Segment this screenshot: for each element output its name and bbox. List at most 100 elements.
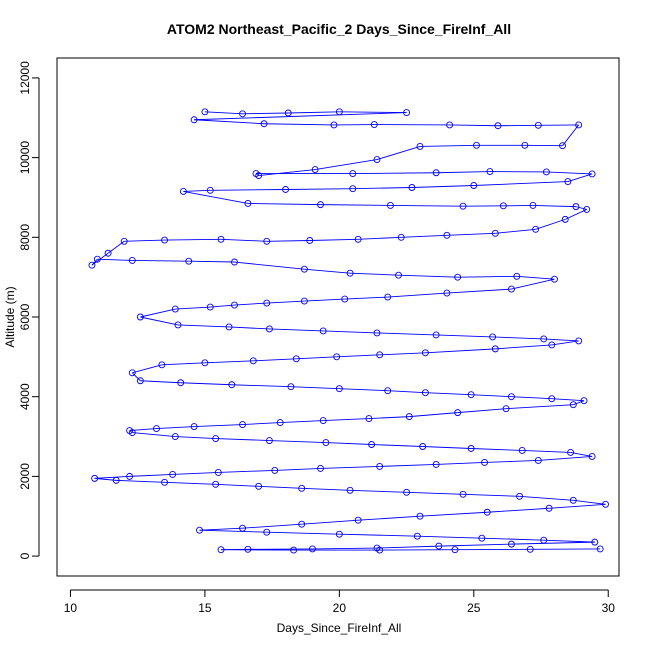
series-segment — [565, 209, 587, 220]
data-point — [212, 480, 220, 488]
data-point — [88, 261, 96, 269]
y-tick-label: 0 — [18, 552, 32, 559]
data-point — [376, 462, 384, 470]
x-tick-label: 15 — [198, 601, 212, 615]
series-segment — [164, 238, 222, 241]
series-segment — [376, 146, 421, 161]
data-point — [403, 488, 411, 496]
data-point — [489, 333, 497, 341]
data-point — [136, 313, 144, 321]
series-segment — [180, 382, 232, 386]
data-point — [217, 235, 225, 243]
data-point — [287, 383, 295, 391]
series-segment — [242, 112, 289, 115]
series-segment — [320, 204, 391, 206]
data-point — [376, 546, 384, 554]
data-point — [454, 409, 462, 417]
data-point — [405, 413, 413, 421]
data-point — [569, 401, 577, 409]
data-point — [446, 121, 454, 129]
series-segment — [296, 356, 337, 360]
data-point — [376, 351, 384, 359]
data-point — [583, 205, 591, 213]
data-point — [169, 470, 177, 478]
series-segment — [401, 234, 447, 238]
series-segment — [350, 272, 399, 276]
series-segment — [210, 189, 286, 191]
series-segment — [417, 535, 482, 539]
data-point — [271, 466, 279, 474]
data-point — [354, 235, 362, 243]
series-segment — [419, 511, 488, 517]
series-segment — [457, 275, 517, 278]
data-point — [491, 345, 499, 353]
series-segment — [350, 489, 407, 493]
data-point — [284, 109, 292, 117]
data-point — [201, 359, 209, 367]
series-segment — [161, 362, 205, 366]
data-point — [319, 417, 327, 425]
series-segment — [156, 426, 195, 430]
series-segment — [519, 495, 574, 501]
x-tick-label: 25 — [467, 601, 481, 615]
series-segment — [264, 123, 334, 126]
data-point — [354, 516, 362, 524]
data-point — [416, 512, 424, 520]
data-point — [596, 545, 604, 553]
series-segment — [183, 189, 211, 192]
y-tick-label: 8000 — [18, 224, 32, 251]
series-segment — [420, 144, 477, 147]
data-point — [212, 435, 220, 442]
data-point — [300, 297, 308, 305]
data-point — [136, 377, 144, 385]
series-segment — [473, 181, 568, 186]
series-segment — [376, 332, 437, 336]
data-point — [290, 546, 298, 554]
series-segment — [371, 444, 423, 447]
data-point — [252, 170, 260, 178]
series-segment — [323, 418, 369, 422]
series-segment — [94, 477, 117, 481]
series-segment — [352, 187, 412, 190]
data-point — [483, 508, 491, 516]
series-segment — [210, 304, 235, 308]
data-point — [317, 464, 324, 472]
data-point — [459, 490, 467, 498]
data-point — [126, 472, 134, 480]
series-segment — [116, 479, 165, 483]
series-segment — [471, 394, 512, 398]
series-segment — [91, 258, 98, 266]
series-segment — [551, 340, 579, 346]
series-segment — [242, 523, 302, 529]
series-segment — [323, 330, 378, 334]
data-point — [292, 355, 300, 363]
series-segment — [573, 499, 606, 505]
data-point — [545, 504, 553, 512]
data-point — [341, 295, 349, 303]
series-segment — [492, 336, 544, 340]
series-segment — [387, 292, 447, 298]
series-segment — [406, 491, 464, 495]
data-point — [521, 141, 529, 149]
data-point — [532, 225, 540, 233]
data-point — [322, 439, 330, 446]
x-tick-label: 30 — [602, 601, 616, 615]
data-point — [467, 391, 475, 399]
series-segment — [538, 456, 593, 461]
series-segment — [379, 463, 437, 467]
series-segment — [567, 173, 593, 182]
data-point — [244, 545, 252, 553]
chart-title: ATOM2 Northeast_Pacific_2 Days_Since_Fir… — [167, 21, 511, 37]
data-point — [564, 178, 572, 185]
data-point — [300, 265, 308, 273]
x-axis: 10 15 20 25 30 — [64, 589, 616, 615]
x-axis-label: Days_Since_FireInf_All — [277, 621, 402, 635]
data-point — [421, 349, 429, 357]
data-point — [435, 542, 443, 550]
data-point — [602, 500, 610, 508]
series-segment — [218, 469, 275, 473]
data-point — [569, 496, 577, 504]
data-point — [454, 273, 462, 281]
series-segment — [449, 124, 499, 127]
